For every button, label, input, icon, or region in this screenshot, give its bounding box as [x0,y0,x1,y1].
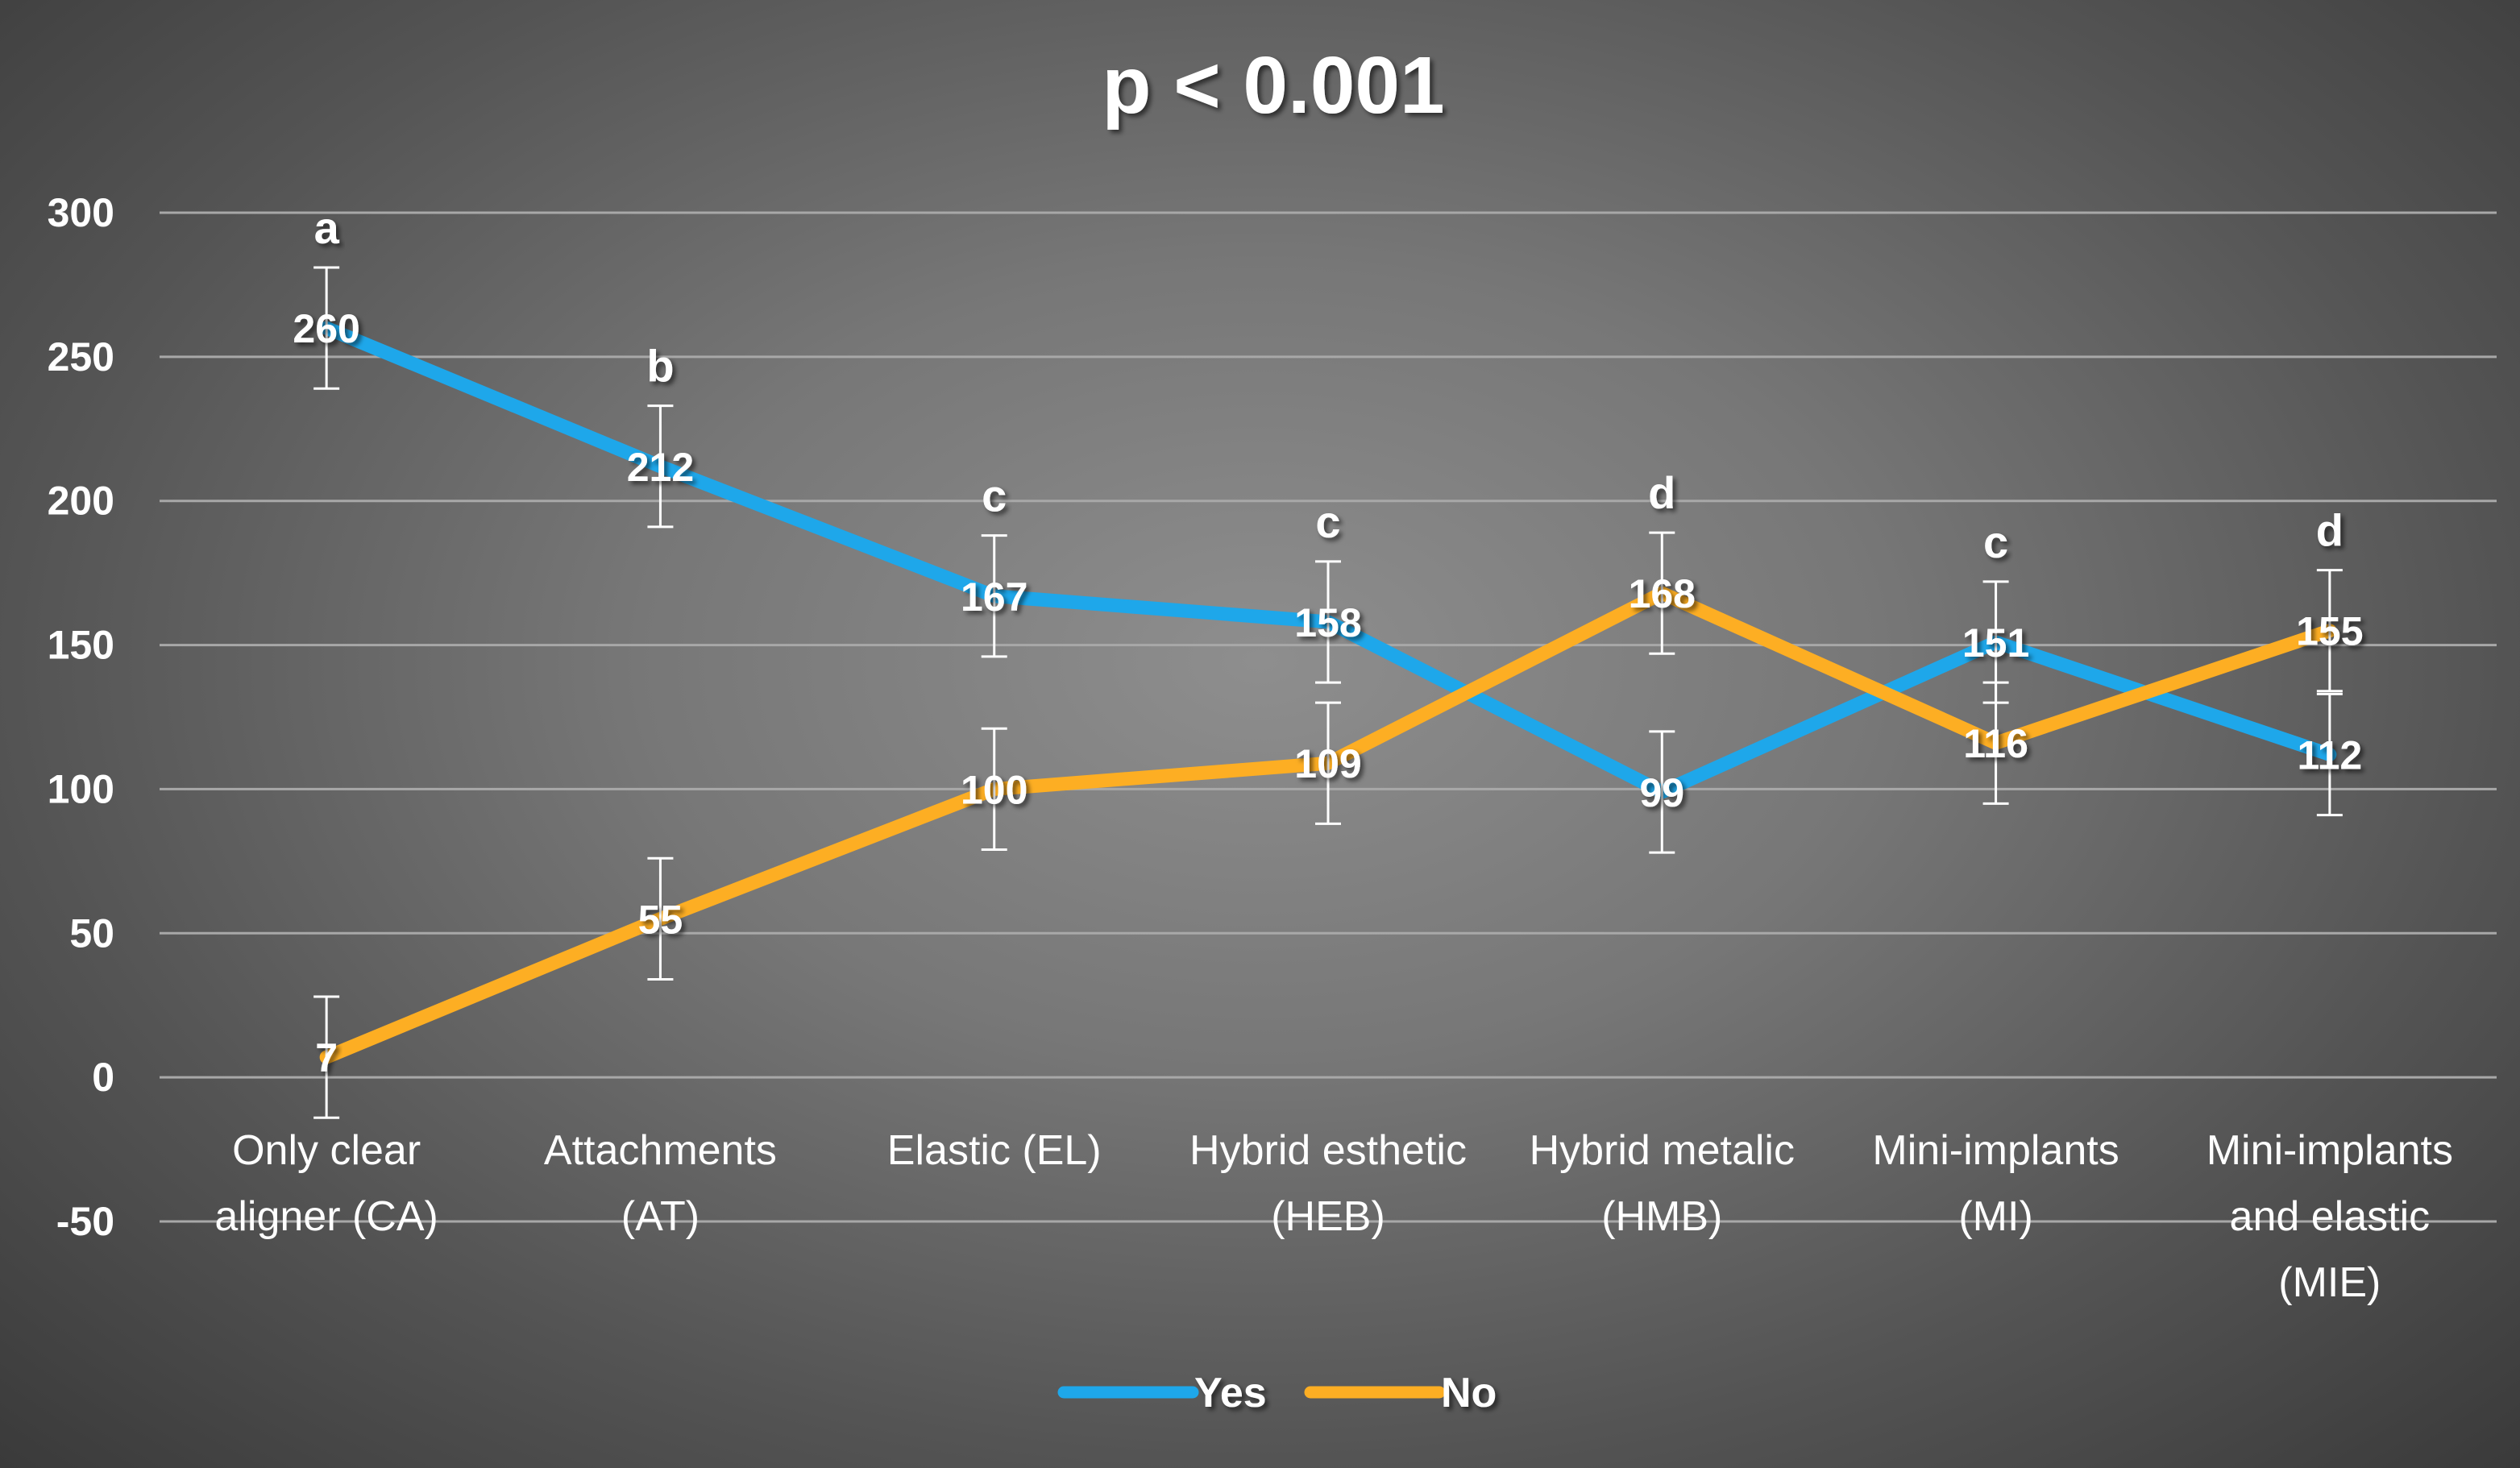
legend-label: No [1441,1370,1497,1416]
error-bar [981,534,1007,658]
y-tick-label: 250 [48,334,114,379]
significance-letter: d [1648,467,1675,518]
significance-letters: a b c c d c d [314,202,2344,567]
significance-letter: b [646,341,674,392]
error-bar [313,995,340,1119]
data-label: 100 [961,767,1028,812]
data-label: 7 [315,1035,338,1080]
y-tick-label: 300 [48,190,114,235]
error-bar [1982,681,2009,805]
data-label: 99 [1639,770,1684,815]
x-tick-label: Attachments (AT) [544,1127,777,1240]
x-axis: Only clear aligner (CA) Attachments (AT) Ela… [214,1127,2453,1306]
y-tick-label: 100 [48,766,114,811]
data-label: 260 [293,306,359,351]
data-label: 167 [961,574,1028,620]
error-bar [2316,569,2343,693]
data-label: 212 [627,445,694,490]
error-bar [2316,692,2343,817]
x-tick-label: Only clear aligner (CA) [214,1127,438,1240]
error-bar [1315,560,1341,684]
y-tick-label: 200 [48,479,114,524]
data-label: 112 [2298,733,2363,778]
legend: Yes No [1057,1370,1497,1416]
error-bars [313,266,2343,1119]
error-bar [647,404,674,529]
data-label: 109 [1294,741,1361,786]
data-label: 55 [638,897,683,942]
significance-letter: a [314,202,340,253]
y-tick-label: 150 [48,623,114,668]
data-label: 158 [1294,600,1361,645]
legend-label: Yes [1194,1370,1267,1416]
error-bar [647,856,674,981]
significance-letter: c [982,471,1007,521]
error-bar [981,727,1007,852]
x-tick-label: Mini-implants (MI) [1872,1127,2119,1240]
data-labels: 260 212 167 158 99 151 112 7 55 100 109 168 116 155 [293,306,2363,1080]
y-tick-label: 0 [92,1055,114,1100]
data-label: 116 [1963,721,2028,766]
y-tick-label: -50 [56,1199,114,1244]
chart-title: p < 0.001 [1102,40,1444,131]
data-label: 168 [1629,571,1696,616]
data-label: 151 [1962,620,2029,666]
x-tick-label: Elastic (EL) [887,1127,1102,1174]
error-bar [1315,701,1341,825]
y-axis: -50 0 50 100 150 200 250 300 [48,190,114,1244]
series-lines [319,321,2337,1064]
significance-letter: c [1983,516,2008,567]
significance-letter: d [2316,505,2344,556]
legend-item-no: No [1304,1370,1497,1416]
error-bar [313,266,340,390]
legend-item-yes: Yes [1057,1370,1267,1416]
significance-letter: c [1315,496,1340,547]
y-tick-label: 50 [69,910,114,956]
x-tick-label: Hybrid esthetic (HEB) [1189,1127,1467,1240]
x-tick-label: Hybrid metalic (HMB) [1530,1127,1795,1240]
error-bar [1649,531,1675,655]
error-bar [1649,730,1675,854]
data-label: 155 [2296,609,2363,654]
x-tick-label: Mini-implants and elastic (MIE) [2207,1127,2453,1306]
